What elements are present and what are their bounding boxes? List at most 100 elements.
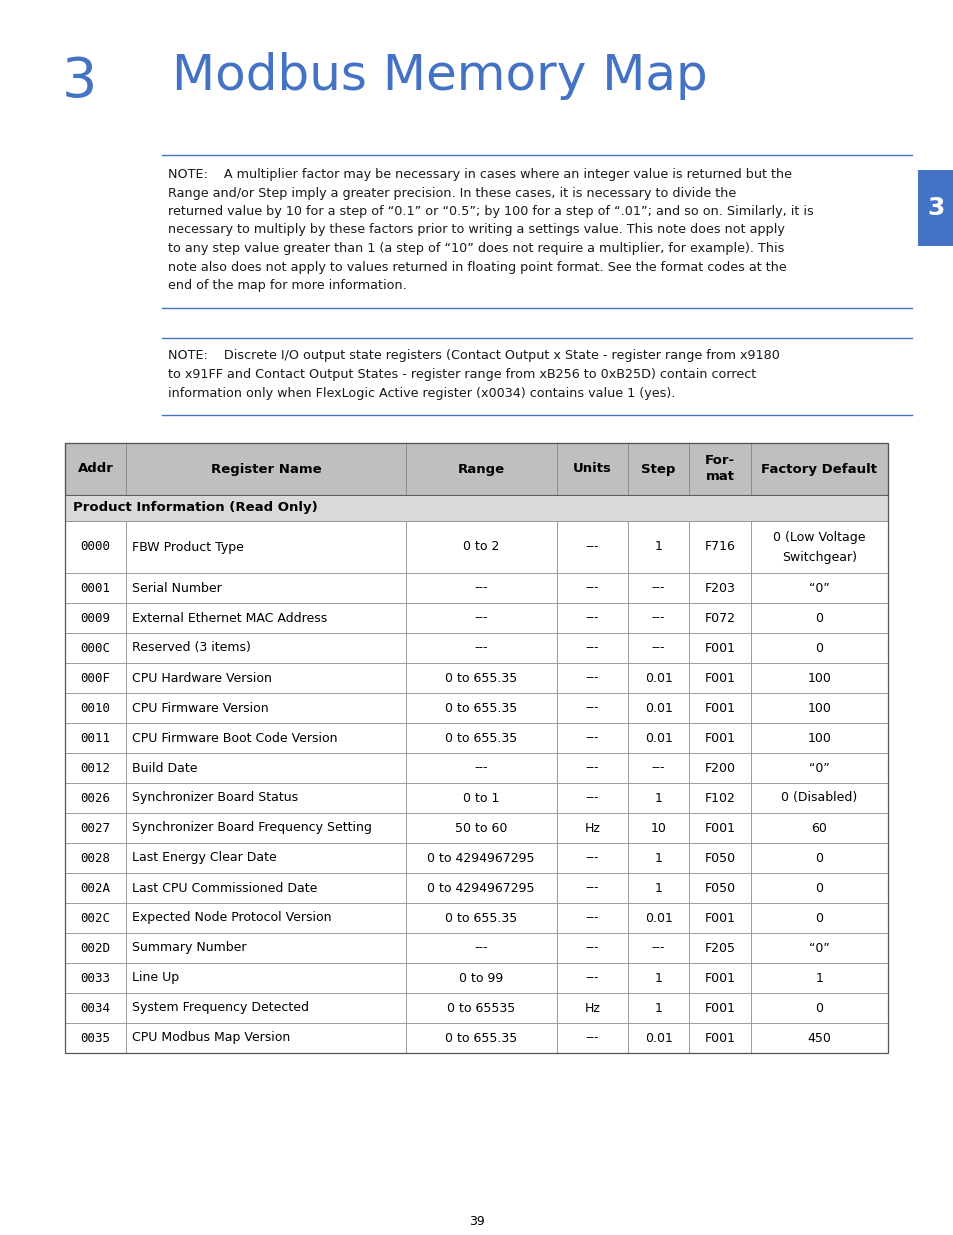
Text: 0 (Low Voltage: 0 (Low Voltage — [772, 531, 864, 545]
Text: F200: F200 — [704, 762, 735, 774]
Text: 0 (Disabled): 0 (Disabled) — [781, 792, 857, 804]
Text: information only when FlexLogic Active register (x0034) contains value 1 (yes).: information only when FlexLogic Active r… — [168, 387, 675, 399]
Bar — [405, 722, 557, 753]
Bar — [689, 963, 750, 993]
Text: ---: --- — [474, 941, 488, 955]
Text: 0 to 4294967295: 0 to 4294967295 — [427, 882, 535, 894]
Bar — [689, 844, 750, 873]
Bar — [750, 521, 887, 573]
Text: 1: 1 — [654, 541, 661, 553]
Bar — [750, 573, 887, 603]
Text: ---: --- — [585, 672, 598, 684]
Text: necessary to multiply by these factors prior to writing a settings value. This n: necessary to multiply by these factors p… — [168, 224, 784, 236]
Text: For-
mat: For- mat — [704, 454, 735, 483]
Bar — [557, 603, 627, 634]
Text: ---: --- — [585, 851, 598, 864]
Bar — [557, 573, 627, 603]
Text: ---: --- — [585, 882, 598, 894]
Bar — [627, 873, 689, 903]
Text: 0: 0 — [815, 851, 822, 864]
Bar — [557, 932, 627, 963]
Text: 0: 0 — [815, 641, 822, 655]
Text: ---: --- — [585, 972, 598, 984]
Bar — [65, 693, 127, 722]
Text: 3: 3 — [926, 196, 943, 220]
Bar — [627, 603, 689, 634]
Text: F001: F001 — [704, 701, 735, 715]
Text: Synchronizer Board Frequency Setting: Synchronizer Board Frequency Setting — [132, 821, 372, 835]
Bar — [65, 844, 127, 873]
Text: 1: 1 — [654, 1002, 661, 1014]
Text: 0035: 0035 — [81, 1031, 111, 1045]
Text: ---: --- — [474, 582, 488, 594]
Bar — [65, 813, 127, 844]
Text: 100: 100 — [806, 672, 830, 684]
Text: note also does not apply to values returned in floating point format. See the fo: note also does not apply to values retur… — [168, 261, 786, 273]
Text: 0 to 99: 0 to 99 — [458, 972, 503, 984]
Text: 0 to 655.35: 0 to 655.35 — [445, 911, 517, 925]
Text: FBW Product Type: FBW Product Type — [132, 541, 244, 553]
Text: ---: --- — [585, 762, 598, 774]
Bar — [557, 521, 627, 573]
Bar — [627, 663, 689, 693]
Bar — [65, 443, 127, 495]
Bar — [127, 521, 405, 573]
Text: Units: Units — [573, 462, 611, 475]
Bar — [917, 170, 953, 246]
Text: 0.01: 0.01 — [644, 701, 672, 715]
Text: ---: --- — [651, 582, 664, 594]
Bar — [405, 963, 557, 993]
Bar — [65, 663, 127, 693]
Bar — [627, 573, 689, 603]
Bar — [127, 932, 405, 963]
Text: 0 to 65535: 0 to 65535 — [447, 1002, 515, 1014]
Bar — [750, 963, 887, 993]
Text: ---: --- — [651, 641, 664, 655]
Text: 0: 0 — [815, 882, 822, 894]
Bar — [405, 932, 557, 963]
Bar — [557, 873, 627, 903]
Text: end of the map for more information.: end of the map for more information. — [168, 279, 406, 291]
Bar — [405, 603, 557, 634]
Text: 000F: 000F — [81, 672, 111, 684]
Text: Summary Number: Summary Number — [132, 941, 247, 955]
Bar — [627, 993, 689, 1023]
Bar — [405, 1023, 557, 1053]
Text: ---: --- — [585, 611, 598, 625]
Text: Serial Number: Serial Number — [132, 582, 222, 594]
Bar — [557, 963, 627, 993]
Text: Range and/or Step imply a greater precision. In these cases, it is necessary to : Range and/or Step imply a greater precis… — [168, 186, 736, 200]
Bar — [557, 993, 627, 1023]
Bar — [65, 783, 127, 813]
Bar — [405, 693, 557, 722]
Bar — [689, 753, 750, 783]
Text: 0.01: 0.01 — [644, 672, 672, 684]
Text: 1: 1 — [654, 792, 661, 804]
Text: ---: --- — [585, 582, 598, 594]
Text: NOTE:    Discrete I/O output state registers (Contact Output x State - register : NOTE: Discrete I/O output state register… — [168, 350, 779, 363]
Text: NOTE:    A multiplier factor may be necessary in cases where an integer value is: NOTE: A multiplier factor may be necessa… — [168, 168, 791, 182]
Bar — [405, 573, 557, 603]
Bar — [127, 813, 405, 844]
Text: 0 to 655.35: 0 to 655.35 — [445, 1031, 517, 1045]
Text: F001: F001 — [704, 1031, 735, 1045]
Bar — [750, 753, 887, 783]
Bar — [127, 844, 405, 873]
Text: 0033: 0033 — [81, 972, 111, 984]
Bar — [557, 844, 627, 873]
Bar — [557, 663, 627, 693]
Text: 002A: 002A — [81, 882, 111, 894]
Text: CPU Hardware Version: CPU Hardware Version — [132, 672, 272, 684]
Bar — [127, 963, 405, 993]
Bar — [127, 903, 405, 932]
Bar — [750, 722, 887, 753]
Bar — [627, 783, 689, 813]
Bar — [557, 722, 627, 753]
Text: F050: F050 — [703, 851, 735, 864]
Text: ---: --- — [585, 911, 598, 925]
Bar — [557, 813, 627, 844]
Bar — [689, 873, 750, 903]
Bar — [405, 813, 557, 844]
Text: 0: 0 — [815, 611, 822, 625]
Text: 60: 60 — [811, 821, 826, 835]
